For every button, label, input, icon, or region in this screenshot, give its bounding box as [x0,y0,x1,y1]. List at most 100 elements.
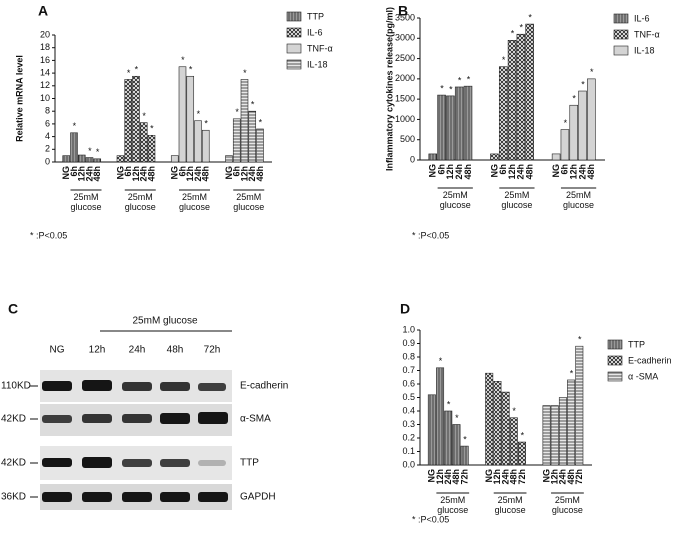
bar [525,23,534,161]
lane-label: 24h [129,345,146,356]
footnote: * :P<0.05 [412,514,449,524]
legend-label: IL-18 [307,59,328,69]
x-tick-label: 48h [255,166,265,182]
bar [444,410,453,466]
significance-marker: * [581,79,585,89]
significance-marker: * [150,124,154,134]
bar [62,155,71,163]
group-label-box: 25mM glucose [495,495,526,515]
group-label-box: 25mM glucose [70,192,102,212]
x-tick-label: 24h [193,166,203,182]
bar [225,155,233,163]
y-tick-label: 18 [40,42,50,52]
x-tick-label: NG [427,469,437,483]
x-tick-label: 24h [500,469,510,485]
bar [460,445,469,466]
y-tick-label: 2000 [395,73,415,83]
bar [587,78,596,161]
legend-label: TNF-α [307,43,333,53]
bar [147,135,156,163]
bar [77,154,86,163]
x-tick-label: 48h [566,469,576,485]
blot-image [40,330,232,510]
y-tick-label: 0.8 [402,351,415,361]
x-tick-label: 12h [185,166,195,182]
legend-label: TTP [307,11,324,21]
x-tick-label: 48h [509,469,519,485]
legend-swatch [607,355,623,366]
legend-label: IL-18 [634,45,655,55]
lane-label: NG [50,345,65,356]
bar [558,397,567,466]
x-tick-label: 6h [498,164,508,175]
y-axis-label: Relative mRNA level [14,55,24,142]
y-tick-label: 1000 [395,114,415,124]
legend-swatch [286,11,302,22]
group-label: 25mM glucose [124,192,156,212]
x-tick-label: NG [484,469,494,483]
bar [485,372,494,466]
significance-marker: * [440,83,444,93]
significance-marker: * [511,29,515,39]
group-label: 25mM glucose [501,190,533,210]
y-axis-label: Inflammatory cytokines release(pg/ml) [384,7,394,171]
bar [452,424,461,466]
y-tick-label: 2500 [395,53,415,63]
group-label-box: 25mM glucose [179,192,210,212]
y-tick-label: 14 [40,67,50,77]
y-tick-label: 4 [45,131,50,141]
bar [139,122,148,163]
significance-marker: * [189,65,193,75]
y-tick-label: 3000 [395,33,415,43]
x-tick-label: 48h [92,166,102,182]
bar [436,367,445,466]
significance-marker: * [512,406,516,416]
x-tick-label: NG [170,166,180,180]
bar [170,155,179,163]
bar [516,33,526,161]
x-tick-label: NG [115,166,125,180]
x-tick-label: 12h [435,469,445,485]
y-tick-label: 1500 [395,94,415,104]
x-tick-label: NG [489,164,499,178]
footnote: * :P<0.05 [412,230,449,240]
bar [446,95,455,161]
legend-label: TNF-α [634,29,660,39]
group-label-box: 25mM glucose [552,495,583,515]
x-tick-label: 48h [524,164,534,180]
bar [493,380,502,466]
significance-marker: * [135,65,139,75]
x-tick-label: 12h [550,469,560,485]
y-tick-label: 0 [45,156,50,166]
group-label: 25mM glucose [70,192,102,212]
significance-marker: * [521,430,525,440]
panel-letter: C [8,301,18,317]
x-tick-label: 6h [560,164,570,175]
significance-marker: * [243,68,247,78]
y-tick-label: 0.7 [402,365,415,375]
x-tick-label: 12h [239,166,249,182]
group-label-box: 25mM glucose [124,192,156,212]
legend-swatch [613,13,629,24]
size-label: 110KD [1,381,31,392]
y-tick-label: 0.6 [402,378,415,388]
panel-letter: D [400,301,410,317]
significance-marker: * [73,121,77,131]
x-tick-label: 24h [84,166,94,182]
significance-marker: * [520,23,524,33]
bar [454,86,464,161]
bar [93,158,102,163]
x-tick-label: 6h [69,166,79,177]
x-tick-label: 72h [517,469,527,485]
protein-label: TTP [240,458,259,469]
bar [132,75,140,163]
size-label: 42KD [1,414,26,425]
x-tick-label: NG [551,164,561,178]
lane-label: 48h [167,345,184,356]
bar [232,118,241,163]
bar [569,104,578,161]
x-tick-label: 24h [558,469,568,485]
x-tick-label: 48h [463,164,473,180]
x-tick-label: 48h [451,469,461,485]
panel-letter: A [38,3,48,19]
